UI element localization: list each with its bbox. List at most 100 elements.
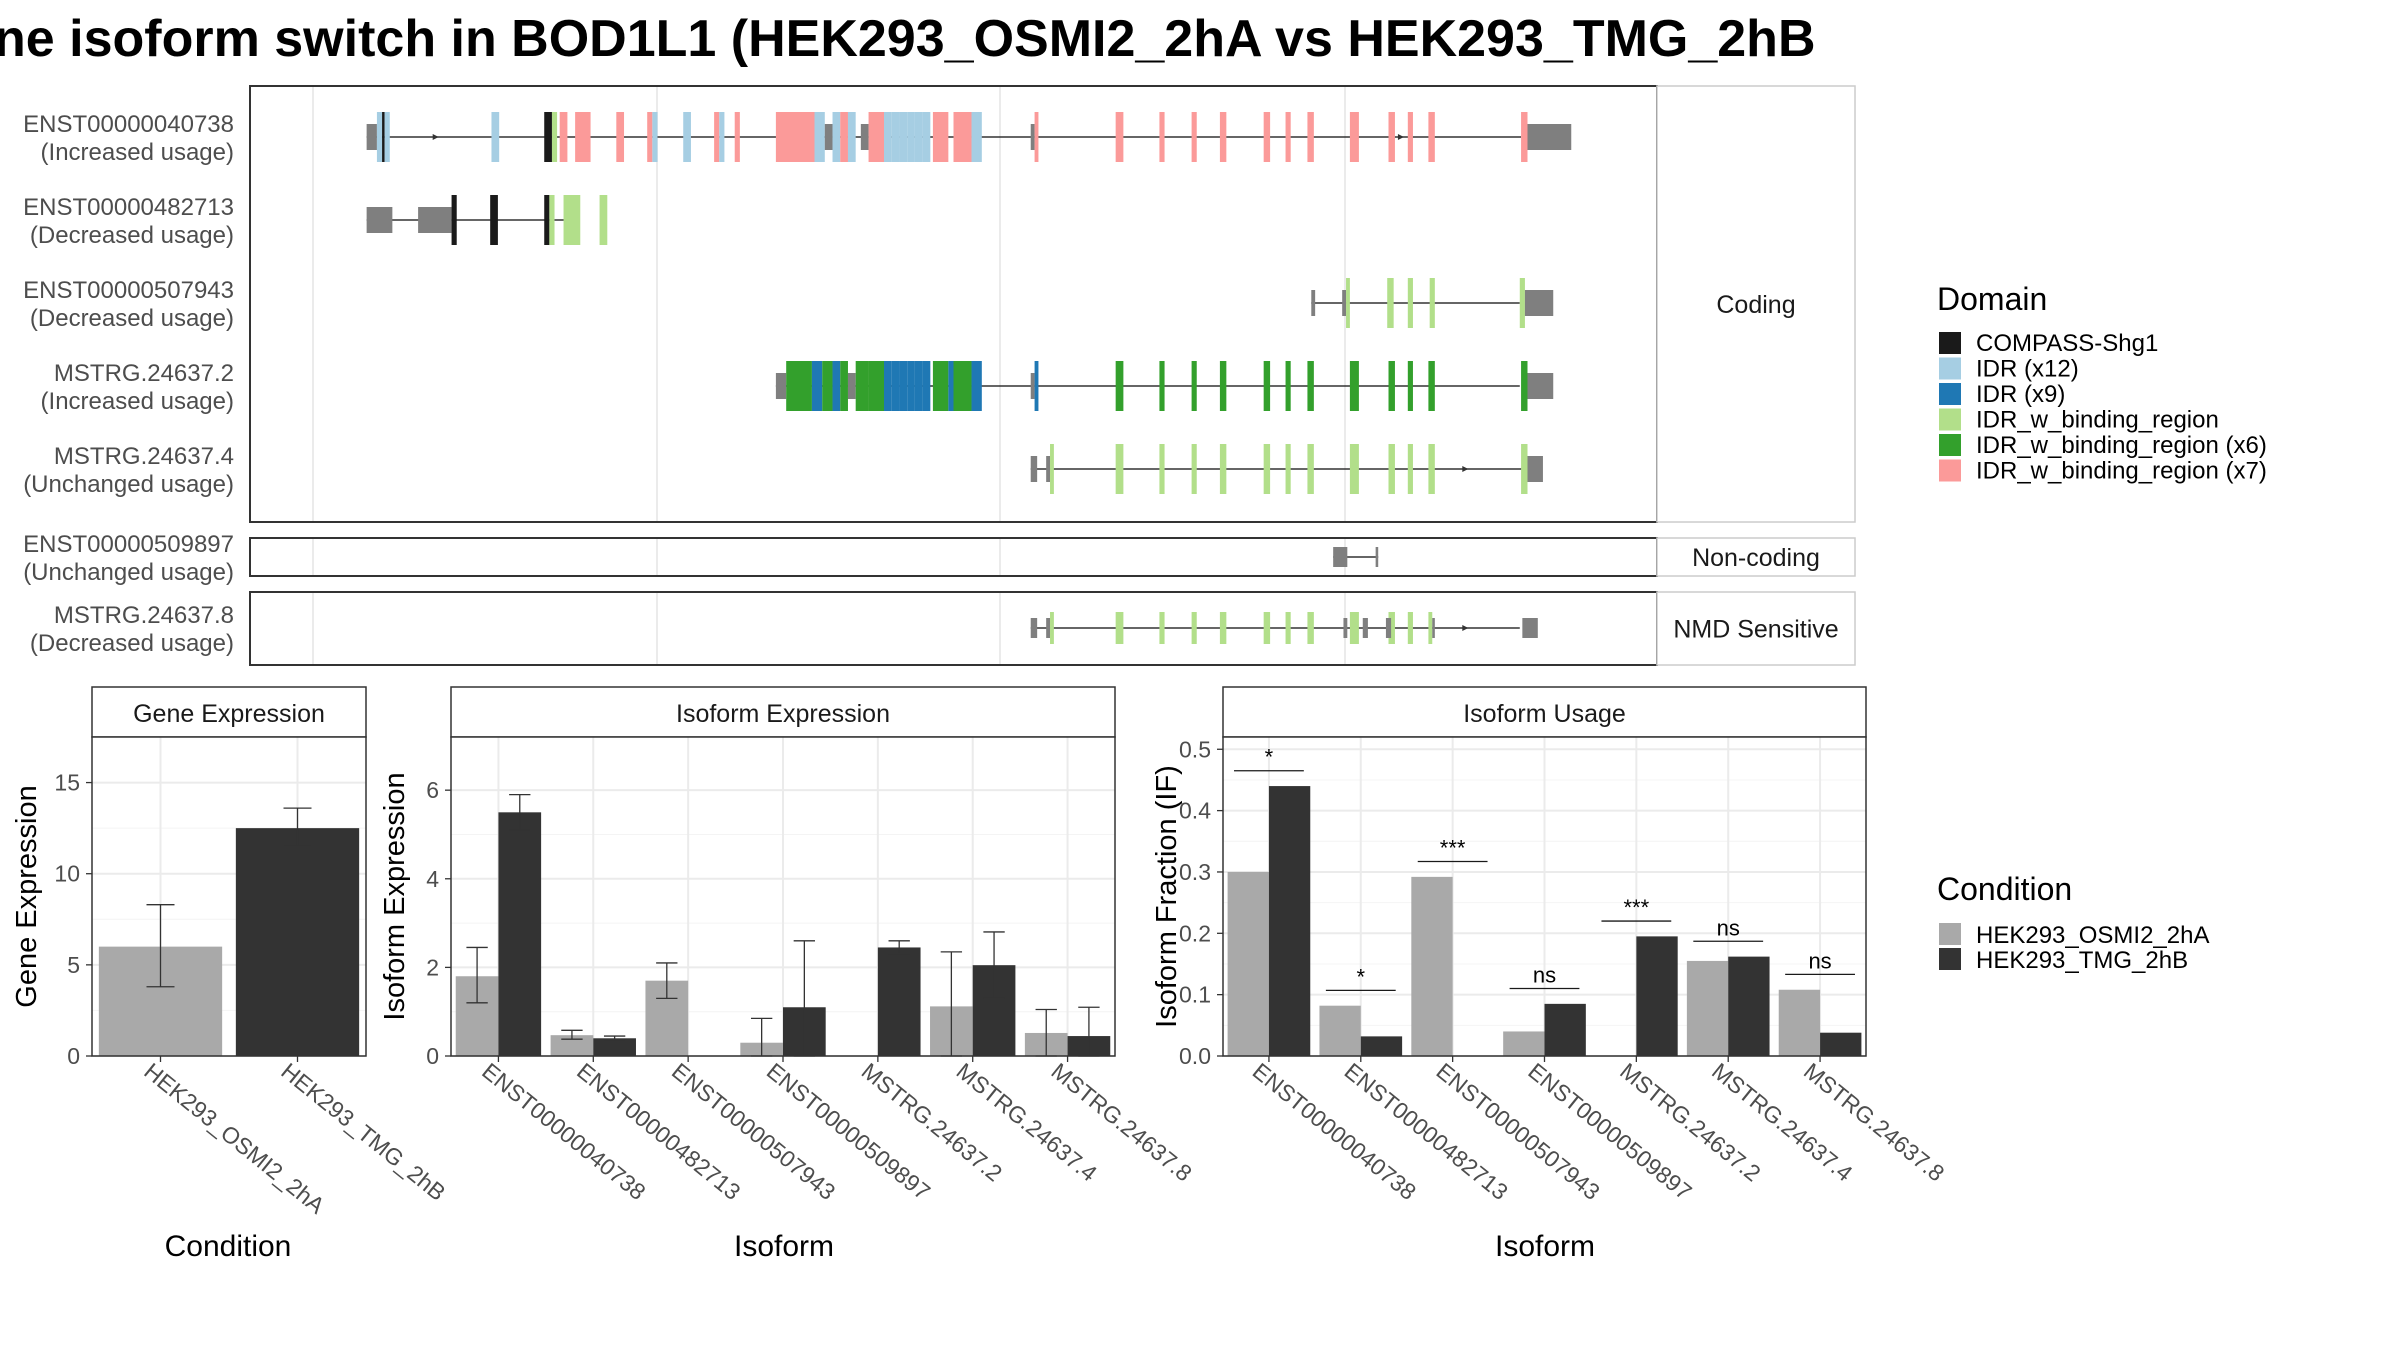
domain-legend-title: Domain [1937,281,2047,317]
exon-block [953,361,972,411]
bar-chart: Isoform Expression 0 2 4 6 Isoform Expression… [379,686,1197,1263]
legend-label: IDR_w_binding_region (x7) [1976,458,2267,485]
exon-block [1524,290,1554,316]
facet-label: Non-coding [1692,544,1820,572]
direction-arrow [1462,625,1469,631]
bar [498,812,542,1056]
exon-block [1030,124,1035,150]
bar [1268,786,1311,1056]
exon-block [822,361,833,411]
exon-block [932,361,949,411]
y-axis-title: Isoform Fraction (IF) [1151,765,1183,1028]
exon-block [868,112,885,162]
legend-swatch [1939,948,1961,970]
exon-block [1388,361,1395,411]
exon-block [616,112,625,162]
transcript-id: ENST00000509897 [23,531,234,558]
facet-frame [249,537,1658,577]
x-tick-label: ENST00000040738 [477,1058,650,1205]
exon-block [1115,444,1124,494]
exon-block [1159,612,1165,644]
exon-block [914,112,923,162]
legend-swatch [1939,408,1961,431]
transcript-row: MSTRG.24637.2(Increased usage) [41,360,1554,415]
bar [593,1038,636,1056]
exon-block [1522,618,1538,638]
exon-block [1115,612,1124,644]
chart-title: Isoform Expression [676,700,890,728]
y-tick-label: 0.3 [1179,859,1211,885]
exon-block [832,361,841,411]
significance-label: * [1265,745,1274,770]
exon-block [1311,290,1316,316]
exon-block [824,124,833,150]
x-tick-label: ENST00000482713 [1340,1058,1513,1205]
significance-label: *** [1624,895,1650,920]
transcript-id: MSTRG.24637.8 [54,602,234,629]
exon-block [418,207,452,233]
exon-block [376,112,383,162]
exon-block [1307,112,1314,162]
exon-block [559,112,568,162]
exon-block [1349,361,1359,411]
bar [1544,1003,1586,1056]
y-tick-label: 0.0 [1179,1043,1211,1069]
exon-block [899,361,908,411]
bar [1319,1005,1361,1056]
exon-block [652,112,658,162]
transcript-usage: (Unchanged usage) [23,471,234,498]
exon-block [382,112,385,162]
exon-block [575,112,591,162]
exon-block [1307,361,1314,411]
bar [1686,960,1729,1056]
exon-block [1407,112,1413,162]
exon-block [1159,444,1165,494]
exon-block [1521,444,1528,494]
significance-label: ns [1533,963,1556,988]
exon-block [1046,456,1051,482]
legend-swatch [1939,357,1961,380]
x-tick-label: ENST00000507943 [667,1058,840,1205]
transcript-usage: (Increased usage) [41,388,234,415]
exon-block [1432,618,1435,638]
exon-block [1375,547,1379,567]
exon-block [384,112,390,162]
legend-swatch [1939,459,1961,482]
exon-block [490,195,498,245]
exon-block [860,124,869,150]
exon-block [847,373,856,399]
exon-block [1263,444,1271,494]
exon-block [544,112,552,162]
exon-block [1407,444,1413,494]
transcript-usage: (Decreased usage) [30,222,234,249]
significance-label: ns [1717,915,1740,940]
exon-block [891,112,900,162]
exon-block [1307,612,1314,644]
exon-block [1263,112,1271,162]
exon-block [1285,612,1291,644]
exon-block [599,195,608,245]
x-tick-label: ENST00000040738 [1248,1058,1421,1205]
isoform-structure-panel: Coding Non-coding NMD Sensitive ENST0000004… [23,85,1856,666]
exon-block [1387,278,1394,328]
exon-block [1519,278,1525,328]
exon-block [544,195,550,245]
structure-facet: Non-coding [249,537,1856,577]
condition-legend-title: Condition [1937,871,2072,907]
exon-block [1346,278,1350,328]
exon-block [1388,612,1395,644]
exon-block [1343,618,1348,638]
x-tick-label: ENST00000482713 [572,1058,745,1205]
legend-label: IDR (x9) [1976,381,2065,408]
exon-block [884,112,892,162]
x-tick-label: ENST00000507943 [1431,1058,1604,1205]
exon-block [1527,456,1543,482]
bar [1820,1032,1862,1056]
exon-block [971,361,982,411]
facet-strip [1656,85,1856,523]
exon-block [366,124,377,150]
exon-block [1385,618,1392,638]
exon-block [1349,612,1359,644]
transcript-row: MSTRG.24637.4(Unchanged usage) [23,443,1543,498]
